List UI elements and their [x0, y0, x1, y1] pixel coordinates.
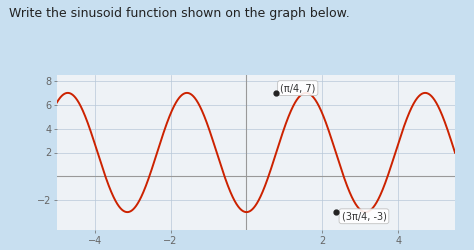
Text: (π/4, 7): (π/4, 7): [280, 83, 315, 93]
Text: Write the sinusoid function shown on the graph below.: Write the sinusoid function shown on the…: [9, 8, 350, 20]
Text: (3π/4, -3): (3π/4, -3): [341, 211, 386, 221]
